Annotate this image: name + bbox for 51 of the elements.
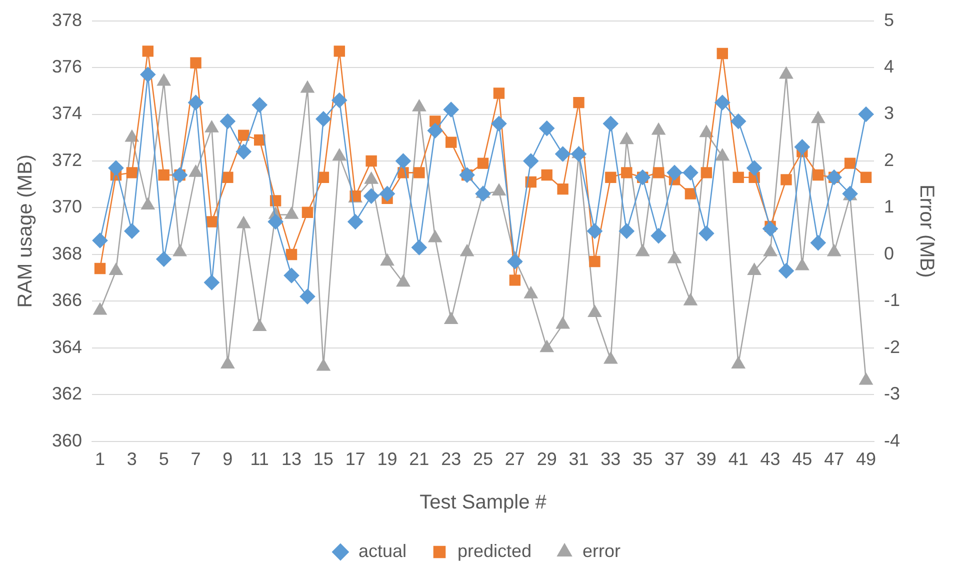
y-tick-label: 366 — [52, 290, 82, 310]
x-tick-label: 25 — [473, 449, 494, 470]
x-tick-label: 43 — [760, 449, 780, 470]
x-tick-label: 33 — [600, 449, 621, 470]
x-tick-label: 11 — [250, 449, 269, 470]
y-tick-label: 360 — [52, 430, 82, 450]
x-tick-label: 19 — [377, 449, 398, 470]
y2-tick-label: -1 — [884, 290, 900, 310]
y-tick-label: 362 — [52, 384, 82, 404]
x-tick-label: 31 — [568, 449, 589, 470]
x-tick-label: 27 — [504, 449, 525, 470]
x-tick-label: 15 — [313, 449, 334, 470]
x-tick-label: 49 — [856, 449, 876, 470]
x-tick-label: 47 — [824, 449, 844, 470]
legend-label: predicted — [457, 540, 532, 561]
y2-tick-label: -2 — [884, 336, 900, 357]
x-tick-label: 5 — [158, 449, 169, 470]
y-tick-label: 370 — [52, 196, 82, 217]
x-tick-label: 45 — [792, 449, 812, 470]
y-tick-label: 374 — [52, 103, 82, 124]
y2-tick-label: 4 — [884, 56, 894, 76]
y-tick-label: 376 — [52, 56, 82, 76]
x-tick-label: 3 — [126, 449, 137, 470]
x-tick-label: 41 — [728, 449, 748, 470]
y-tick-label: 372 — [52, 150, 82, 170]
y2-tick-label: -3 — [884, 384, 900, 404]
y-tick-label: 364 — [52, 336, 82, 357]
y-axis-title: RAM usage (MB) — [14, 154, 37, 308]
y2-tick-label: 0 — [884, 243, 894, 264]
x-tick-label: 17 — [345, 449, 366, 470]
legend-label: actual — [358, 540, 407, 561]
y2-axis-title: Error (MB) — [915, 184, 938, 278]
x-tick-label: 7 — [190, 449, 201, 470]
x-tick-label: 29 — [536, 449, 557, 470]
x-tick-label: 37 — [664, 449, 685, 470]
y-tick-label: 378 — [52, 10, 82, 30]
y2-tick-label: 5 — [884, 10, 894, 30]
x-tick-label: 1 — [95, 449, 106, 470]
x-tick-label: 35 — [632, 449, 653, 470]
x-tick-label: 23 — [441, 449, 462, 470]
x-tick-label: 39 — [696, 449, 716, 470]
y2-tick-label: 3 — [884, 103, 894, 124]
y2-tick-label: -4 — [884, 430, 900, 450]
x-tick-label: 13 — [281, 449, 302, 470]
legend-label: error — [582, 540, 621, 561]
y2-tick-label: 2 — [884, 150, 894, 170]
x-tick-label: 9 — [222, 449, 233, 470]
x-tick-label: 21 — [409, 449, 430, 470]
y2-tick-label: 1 — [884, 196, 894, 217]
x-axis-title: Test Sample # — [420, 492, 548, 514]
y-tick-label: 368 — [52, 243, 82, 264]
